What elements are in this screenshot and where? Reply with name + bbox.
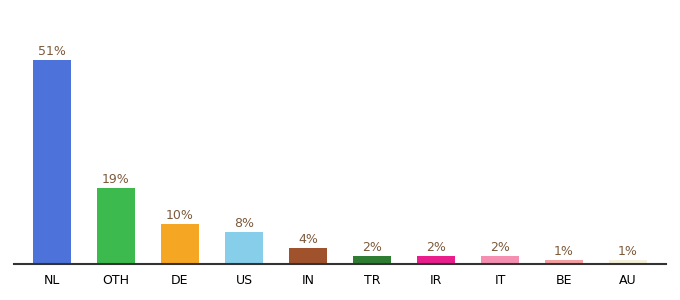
Bar: [160, 224, 199, 264]
Text: 10%: 10%: [166, 209, 194, 222]
Bar: [289, 248, 327, 264]
Bar: [481, 256, 520, 264]
Text: 2%: 2%: [490, 241, 510, 254]
Text: 2%: 2%: [362, 241, 382, 254]
Bar: [225, 232, 263, 264]
Text: 2%: 2%: [426, 241, 446, 254]
Bar: [545, 260, 583, 264]
Bar: [97, 188, 135, 264]
Text: 4%: 4%: [298, 233, 318, 246]
Bar: [33, 60, 71, 264]
Bar: [417, 256, 455, 264]
Text: 1%: 1%: [554, 245, 574, 258]
Bar: [353, 256, 391, 264]
Bar: [609, 260, 647, 264]
Text: 8%: 8%: [234, 217, 254, 230]
Text: 51%: 51%: [38, 45, 66, 58]
Text: 1%: 1%: [618, 245, 638, 258]
Text: 19%: 19%: [102, 173, 130, 186]
